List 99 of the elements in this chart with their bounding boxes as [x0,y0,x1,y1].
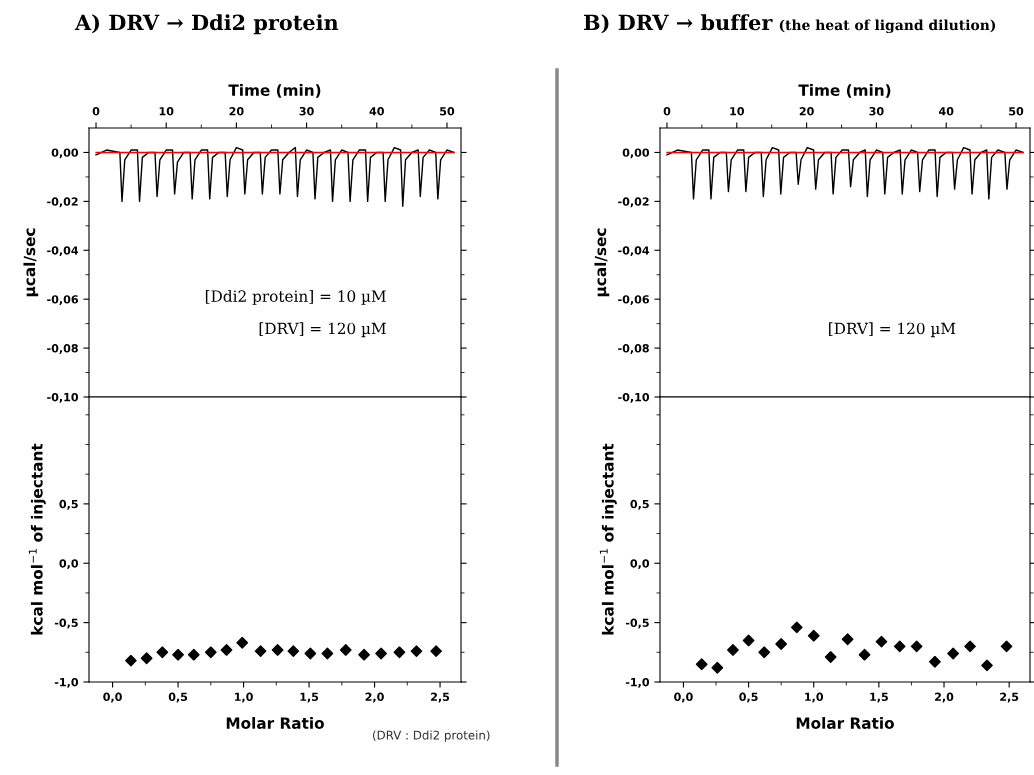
point [727,644,739,656]
text: (DRV : Ddi2 protein) [373,730,490,742]
y-axis-title: µcal/sec [594,228,610,297]
point [375,647,387,660]
point [875,635,888,648]
chart-subtitle: (the heat of ligand dilution) [779,19,996,34]
y-tick-label: -0,04 [47,246,79,257]
y-tick-label: 0,5 [630,499,649,510]
y-axis-title: kcal mol$^{−1}$ of injectant [599,443,617,635]
x-axis-title: Molar Ratio [226,717,324,729]
x-tick-label: 1,0 [805,692,824,703]
y-tick-label: -0,06 [618,295,649,305]
annotation: [DRV] = 120 µM [829,322,956,338]
y-tick-label: -0,10 [618,392,650,403]
point [187,648,200,661]
y-tick-label: -0,06 [47,295,78,305]
chart-title: B) DRV → buffer [583,14,773,34]
point [1000,640,1013,653]
point [125,654,137,667]
point [910,640,923,653]
y-tick-label: -0,02 [47,197,78,208]
point [430,645,443,658]
y-tick-label: -1,0 [54,677,79,688]
x-tick-label: 0 [92,107,100,116]
x-tick-label: 2,0 [365,692,384,703]
point [807,629,820,642]
x-tick-label: 50 [440,107,455,116]
point [254,645,267,658]
annotation: [Ddi2 protein] = 10 µM [205,290,386,305]
x-tick-label: 1,0 [234,692,253,703]
x-tick-label: 0 [663,107,671,116]
chart-title: A) DRV → Ddi2 protein [74,14,339,35]
x-tick-label: 0,0 [103,692,122,703]
point [929,655,941,668]
point [172,648,184,661]
point [742,634,755,647]
y-tick-label: 0,00 [622,148,650,159]
x-tick-label: 20 [799,107,814,116]
line-series [95,146,455,207]
x-tick-label: 1,5 [870,692,888,703]
point [893,640,906,653]
x-tick-label: 40 [939,107,954,116]
point [321,647,334,660]
y-tick-label: 0,0 [630,559,650,570]
point [236,636,249,649]
point [393,646,406,659]
point [304,647,317,660]
x-tick-label: 0,5 [739,692,758,703]
point [271,644,284,656]
annotation: [DRV] = 120 µM [259,322,386,338]
x-tick-label: 20 [229,107,244,116]
x-tick-label: 2,5 [431,692,450,703]
point [140,652,153,665]
y-tick-label: -0,10 [47,392,79,403]
y-tick-label: -0,5 [54,618,78,629]
point [758,646,771,659]
y-tick-label: -0,08 [618,344,649,354]
x-tick-label: 30 [299,107,314,116]
point [858,648,871,661]
x-axis-title: Time (min) [798,84,891,98]
point [220,644,233,656]
point [841,633,854,646]
x-tick-label: 50 [1009,107,1024,116]
point [358,648,370,661]
x-tick-label: 30 [869,107,884,116]
y-axis-title: kcal mol$^{−1}$ of injectant [28,443,46,635]
point [156,646,169,659]
x-tick-label: 0,5 [168,692,188,703]
y-tick-label: 0,5 [59,499,78,510]
point [410,645,423,658]
x-tick-label: 0,0 [674,692,693,703]
point [775,638,788,650]
line-series [666,146,1024,200]
point [695,658,708,671]
point [287,645,300,658]
x-tick-label: 2,0 [935,692,954,703]
x-tick-label: 40 [369,107,384,116]
point [947,647,960,660]
x-tick-label: 10 [159,107,174,116]
y-axis-title: µcal/sec [23,228,39,297]
point [981,659,993,672]
point [790,621,803,634]
point [339,644,352,656]
point [204,646,217,659]
y-tick-label: 0,0 [59,559,79,570]
y-tick-label: 0,00 [51,148,79,159]
point [824,651,837,663]
y-tick-label: -0,08 [47,344,78,354]
x-tick-label: 2,5 [1000,692,1019,703]
x-axis-title: Molar Ratio [796,717,894,729]
x-tick-label: 10 [730,107,744,116]
x-axis-title: Time (min) [228,84,321,98]
point [711,661,724,674]
y-tick-label: -0,02 [618,197,649,208]
y-tick-label: -0,5 [625,618,649,629]
x-tick-label: 1,5 [300,692,319,703]
point [964,640,976,653]
y-tick-label: -1,0 [625,677,650,688]
y-tick-label: -0,04 [618,246,650,257]
